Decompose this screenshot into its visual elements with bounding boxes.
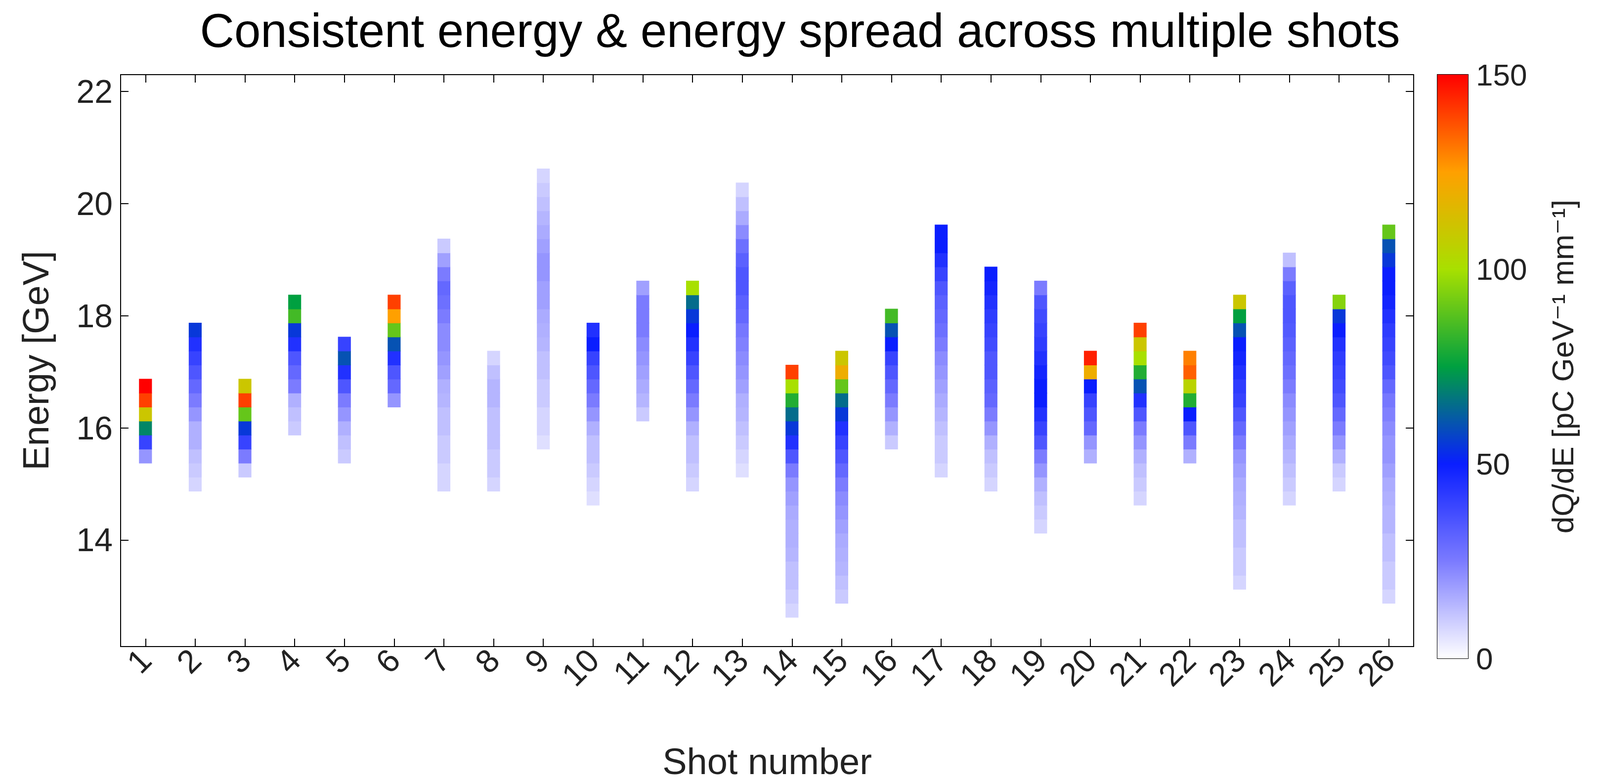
svg-text:3: 3 xyxy=(218,641,258,681)
svg-text:12: 12 xyxy=(653,641,706,693)
svg-text:6: 6 xyxy=(368,641,407,681)
svg-text:1: 1 xyxy=(119,641,159,681)
svg-text:150: 150 xyxy=(1475,57,1527,92)
svg-text:dQ/dE [pC GeV⁻¹ mm⁻¹]: dQ/dE [pC GeV⁻¹ mm⁻¹] xyxy=(1545,199,1580,534)
svg-text:Energy [GeV]: Energy [GeV] xyxy=(15,250,57,471)
svg-text:11: 11 xyxy=(605,641,656,692)
svg-text:18: 18 xyxy=(76,297,113,335)
svg-text:22: 22 xyxy=(76,73,113,110)
svg-text:18: 18 xyxy=(952,641,1004,693)
svg-text:25: 25 xyxy=(1300,641,1352,693)
svg-text:21: 21 xyxy=(1101,641,1154,693)
svg-text:7: 7 xyxy=(418,641,457,681)
svg-text:9: 9 xyxy=(517,641,557,681)
svg-text:13: 13 xyxy=(703,641,756,693)
svg-text:19: 19 xyxy=(1001,641,1054,693)
svg-text:50: 50 xyxy=(1475,446,1511,481)
svg-text:22: 22 xyxy=(1151,641,1203,693)
svg-text:20: 20 xyxy=(76,185,113,222)
svg-text:8: 8 xyxy=(467,641,507,681)
svg-text:14: 14 xyxy=(76,521,113,559)
svg-text:0: 0 xyxy=(1475,641,1493,676)
svg-text:Shot number: Shot number xyxy=(662,740,872,782)
svg-text:16: 16 xyxy=(76,409,113,447)
svg-text:24: 24 xyxy=(1250,641,1302,693)
svg-text:15: 15 xyxy=(803,641,855,693)
svg-text:23: 23 xyxy=(1201,641,1253,693)
svg-text:20: 20 xyxy=(1051,641,1104,693)
svg-text:5: 5 xyxy=(318,641,358,681)
svg-text:4: 4 xyxy=(268,641,308,681)
svg-text:Consistent energy & energy spr: Consistent energy & energy spread across… xyxy=(200,3,1401,57)
svg-text:2: 2 xyxy=(169,641,209,681)
svg-text:14: 14 xyxy=(753,641,805,693)
svg-text:10: 10 xyxy=(554,641,606,693)
svg-text:100: 100 xyxy=(1475,252,1527,287)
svg-text:16: 16 xyxy=(852,641,905,693)
svg-text:26: 26 xyxy=(1350,641,1402,693)
svg-text:17: 17 xyxy=(902,641,954,693)
